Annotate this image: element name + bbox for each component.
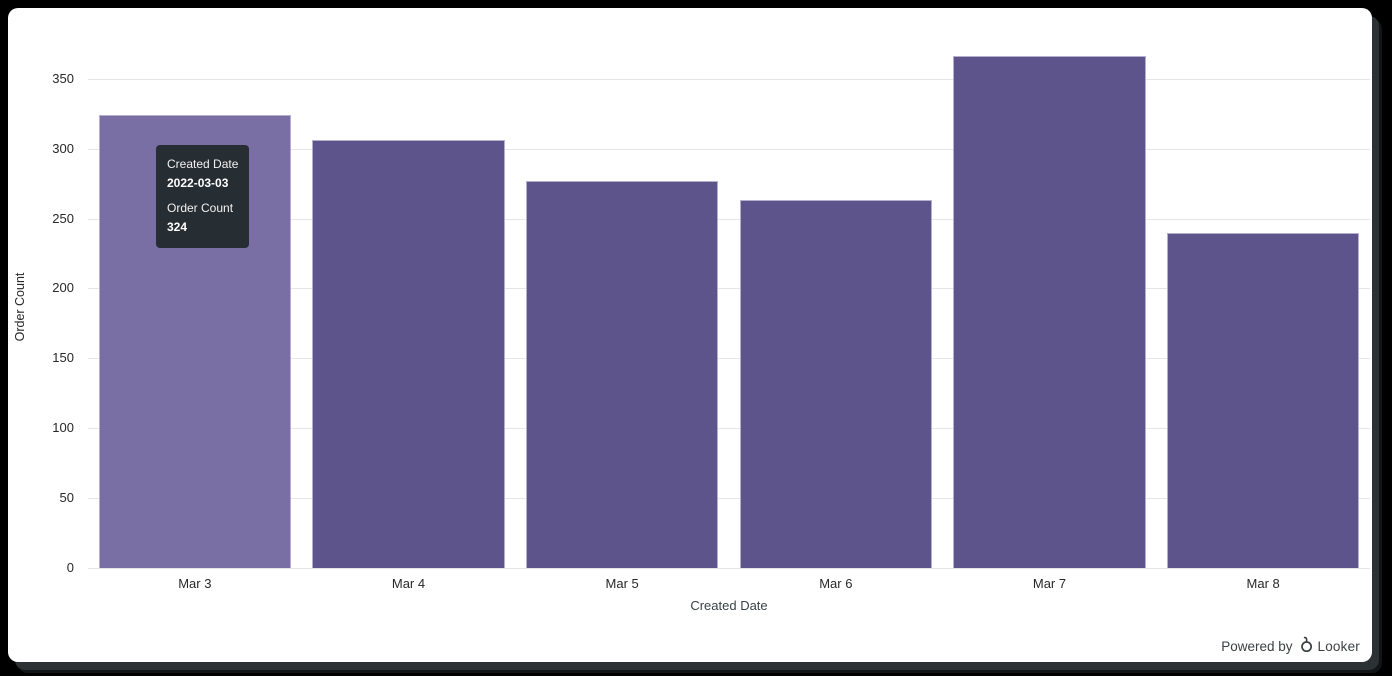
- looker-brand-label: Looker: [1317, 638, 1360, 654]
- gridline: [88, 78, 1370, 80]
- bar-mar-4[interactable]: [312, 140, 505, 568]
- bar-mar-5[interactable]: [526, 180, 719, 568]
- x-axis-line: [88, 568, 1370, 569]
- plot-area: [88, 48, 1370, 569]
- y-axis-tick-label: 50: [59, 490, 74, 506]
- y-axis-tick-label: 300: [52, 140, 74, 156]
- bar-mar-8[interactable]: [1167, 232, 1360, 568]
- powered-by-looker-link[interactable]: Powered by Looker: [1221, 636, 1360, 656]
- gridline: [88, 498, 1370, 500]
- tooltip-field-label: Order Count: [167, 201, 234, 216]
- gridline: [88, 288, 1370, 290]
- x-axis-labels: Mar 3 Mar 4 Mar 5 Mar 6 Mar 7 Mar 8: [88, 576, 1370, 594]
- tooltip-field-value: 324: [167, 219, 188, 234]
- tooltip-field-value: 2022-03-03: [167, 175, 229, 190]
- looker-logo-icon: [1300, 636, 1313, 656]
- gridline: [88, 428, 1370, 430]
- x-axis-tick-label: Mar 8: [1246, 576, 1280, 591]
- powered-by-label: Powered by: [1221, 638, 1293, 654]
- chart-tooltip: Created Date 2022-03-03 Order Count 324: [156, 145, 250, 248]
- gridline: [88, 148, 1370, 150]
- bar-mar-6[interactable]: [739, 200, 932, 568]
- bar-mar-7[interactable]: [953, 56, 1146, 568]
- x-axis-tick-label: Mar 7: [1032, 576, 1067, 591]
- tooltip-spacer: [167, 190, 238, 201]
- x-axis-tick-label: Mar 6: [819, 576, 853, 591]
- tooltip-field-label: Created Date: [167, 157, 239, 171]
- x-axis-title: Created Date: [690, 598, 768, 613]
- y-axis-title: Order Count: [13, 272, 27, 342]
- x-axis-tick-label: Mar 4: [391, 576, 426, 591]
- y-axis-tick-label: 350: [52, 70, 74, 86]
- gridline: [88, 358, 1370, 360]
- x-axis-tick-label: Mar 5: [605, 576, 639, 591]
- gridline: [88, 218, 1370, 220]
- y-axis-tick-label: 0: [66, 560, 74, 575]
- x-axis-tick-label: Mar 3: [178, 576, 212, 591]
